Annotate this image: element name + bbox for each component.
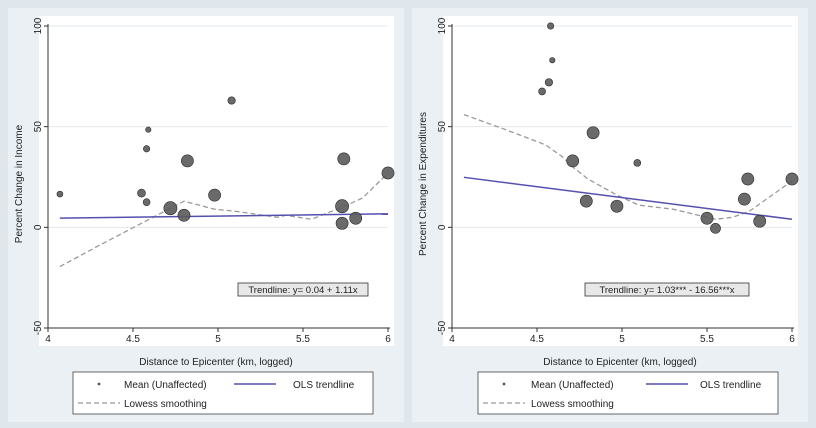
x-tick-label: 5.5 (700, 334, 714, 345)
data-point (163, 201, 178, 216)
legend-mean-marker (97, 382, 101, 386)
data-point (586, 126, 600, 140)
y-tick-label: 0 (33, 224, 44, 230)
legend-lowess-label: Lowess smoothing (124, 399, 207, 410)
lowess-layer (59, 172, 389, 268)
data-point (738, 192, 751, 206)
data-point (349, 211, 363, 225)
data-point (337, 152, 351, 166)
data-point (208, 188, 221, 202)
data-point (177, 208, 191, 222)
y-tick-label: 100 (33, 17, 44, 34)
legend: Mean (Unaffected) OLS trendline Lowess s… (477, 371, 779, 415)
data-point (547, 22, 555, 30)
income-chart-panel: -50 0 50 100 4 4.5 5 5.5 6 Percent Change in In… (8, 8, 404, 422)
data-point (579, 194, 593, 208)
data-point (710, 223, 721, 234)
x-tick-label: 4 (45, 334, 51, 345)
y-tick-labels: -50 0 50 100 (33, 17, 48, 335)
legend-ols-label: OLS trendline (293, 380, 355, 391)
points-layer (56, 96, 395, 230)
points-layer (538, 22, 799, 234)
legend-ols-label: OLS trendline (700, 380, 762, 391)
data-point (381, 166, 395, 180)
plot-area (39, 16, 394, 346)
ols-trendline (59, 213, 389, 219)
data-point (143, 145, 151, 153)
trendline-annotation: Trendline: y= 1.03*** - 16.56***x (584, 282, 750, 297)
data-point (785, 172, 799, 186)
data-point (538, 87, 546, 96)
legend-box (72, 371, 374, 415)
y-tick-label: -50 (437, 320, 448, 335)
ols-trendline (463, 176, 793, 221)
income-chart: -50 0 50 100 4 4.5 5 5.5 6 Percent Change in In… (14, 16, 395, 415)
lowess-line (59, 172, 389, 268)
data-point (700, 211, 714, 225)
legend-mean-marker (502, 382, 506, 386)
data-point (544, 78, 553, 87)
y-tick-labels: -50 0 50 100 (437, 17, 452, 335)
trendline-layer (463, 176, 793, 221)
data-point (753, 214, 767, 228)
x-tick-label: 4 (449, 334, 455, 345)
x-tick-label: 6 (789, 334, 795, 345)
trendline-equation: Trendline: y= 0.04 + 1.11x (248, 285, 358, 296)
y-tick-label: 100 (437, 17, 448, 34)
legend-mean-label: Mean (Unaffected) (124, 380, 207, 391)
data-point (145, 126, 152, 133)
x-tick-labels: 4 4.5 5 5.5 6 (45, 328, 391, 345)
legend-mean-label: Mean (Unaffected) (531, 380, 614, 391)
y-axis-label: Percent Change in Income (14, 124, 25, 243)
x-tick-label: 5.5 (296, 334, 310, 345)
data-point (566, 154, 580, 168)
y-tick-label: 50 (33, 121, 44, 133)
data-point (56, 190, 64, 198)
y-tick-label: 0 (437, 224, 448, 230)
trendline-annotation: Trendline: y= 0.04 + 1.11x (237, 282, 369, 297)
x-tick-labels: 4 4.5 5 5.5 6 (449, 328, 795, 345)
y-axis-label: Percent Change in Expenditures (418, 112, 429, 256)
legend-box (477, 371, 779, 415)
legend-lowess-label: Lowess smoothing (531, 399, 614, 410)
data-point (181, 154, 194, 168)
data-point (633, 159, 642, 167)
data-point (610, 199, 624, 213)
x-tick-label: 5 (215, 334, 221, 345)
trendline-equation: Trendline: y= 1.03*** - 16.56***x (599, 285, 734, 296)
data-point (137, 188, 146, 198)
x-tick-label: 5 (619, 334, 625, 345)
data-point (335, 216, 349, 230)
trendline-layer (59, 213, 389, 219)
x-axis-label: Distance to Epicenter (km, logged) (543, 357, 696, 368)
data-point (227, 96, 236, 105)
x-tick-label: 4.5 (126, 334, 140, 345)
expenditure-chart: -50 0 50 100 4 4.5 5 5.5 6 Percent Change in Ex… (418, 16, 799, 415)
x-axis-label: Distance to Epicenter (km, logged) (139, 357, 292, 368)
x-tick-label: 6 (385, 334, 391, 345)
data-point (335, 199, 349, 214)
expenditure-chart-panel: -50 0 50 100 4 4.5 5 5.5 6 Percent Change in Ex… (412, 8, 808, 422)
y-tick-label: 50 (437, 121, 448, 133)
y-tick-label: -50 (33, 320, 44, 335)
data-point (549, 57, 556, 64)
legend: Mean (Unaffected) OLS trendline Lowess s… (72, 371, 374, 415)
data-point (142, 198, 151, 206)
data-point (741, 172, 755, 186)
x-tick-label: 4.5 (530, 334, 544, 345)
